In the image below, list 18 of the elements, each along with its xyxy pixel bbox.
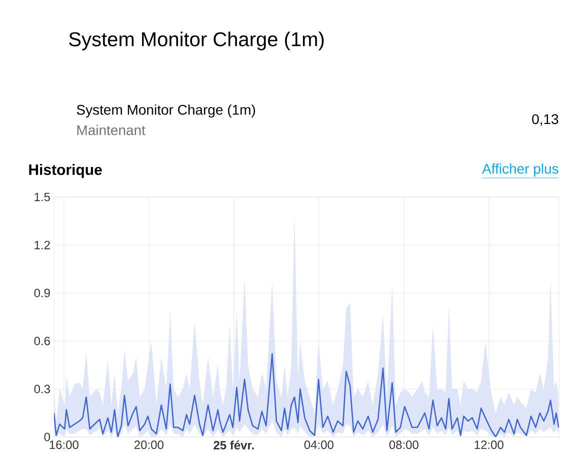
text: Maintenant <box>77 124 146 136</box>
x-tick-label: 16:00 <box>50 440 78 450</box>
chart-subtitle: Historique <box>29 164 102 178</box>
text: 0,13 <box>532 114 558 126</box>
y-tick-label: 0.3 <box>34 384 50 394</box>
x-tick-label: 20:00 <box>134 440 164 450</box>
y-tick-label: 0.6 <box>34 336 50 346</box>
y-tick-label: 0.9 <box>34 288 50 298</box>
x-tick-label: 04:00 <box>304 440 334 450</box>
x-tick-label: 08:00 <box>389 440 418 450</box>
x-tick-label: 25 févr. <box>214 440 254 450</box>
x-tick-label: 12:00 <box>474 440 504 450</box>
text: Afficher plus <box>482 163 558 177</box>
y-tick-label: 0 <box>44 432 50 442</box>
text: System Monitor Charge (1m) <box>76 104 256 118</box>
chart-title: System Monitor Charge (1m) <box>69 32 324 50</box>
y-tick-label: 1.2 <box>34 240 50 250</box>
y-tick-label: 1.5 <box>34 192 50 202</box>
